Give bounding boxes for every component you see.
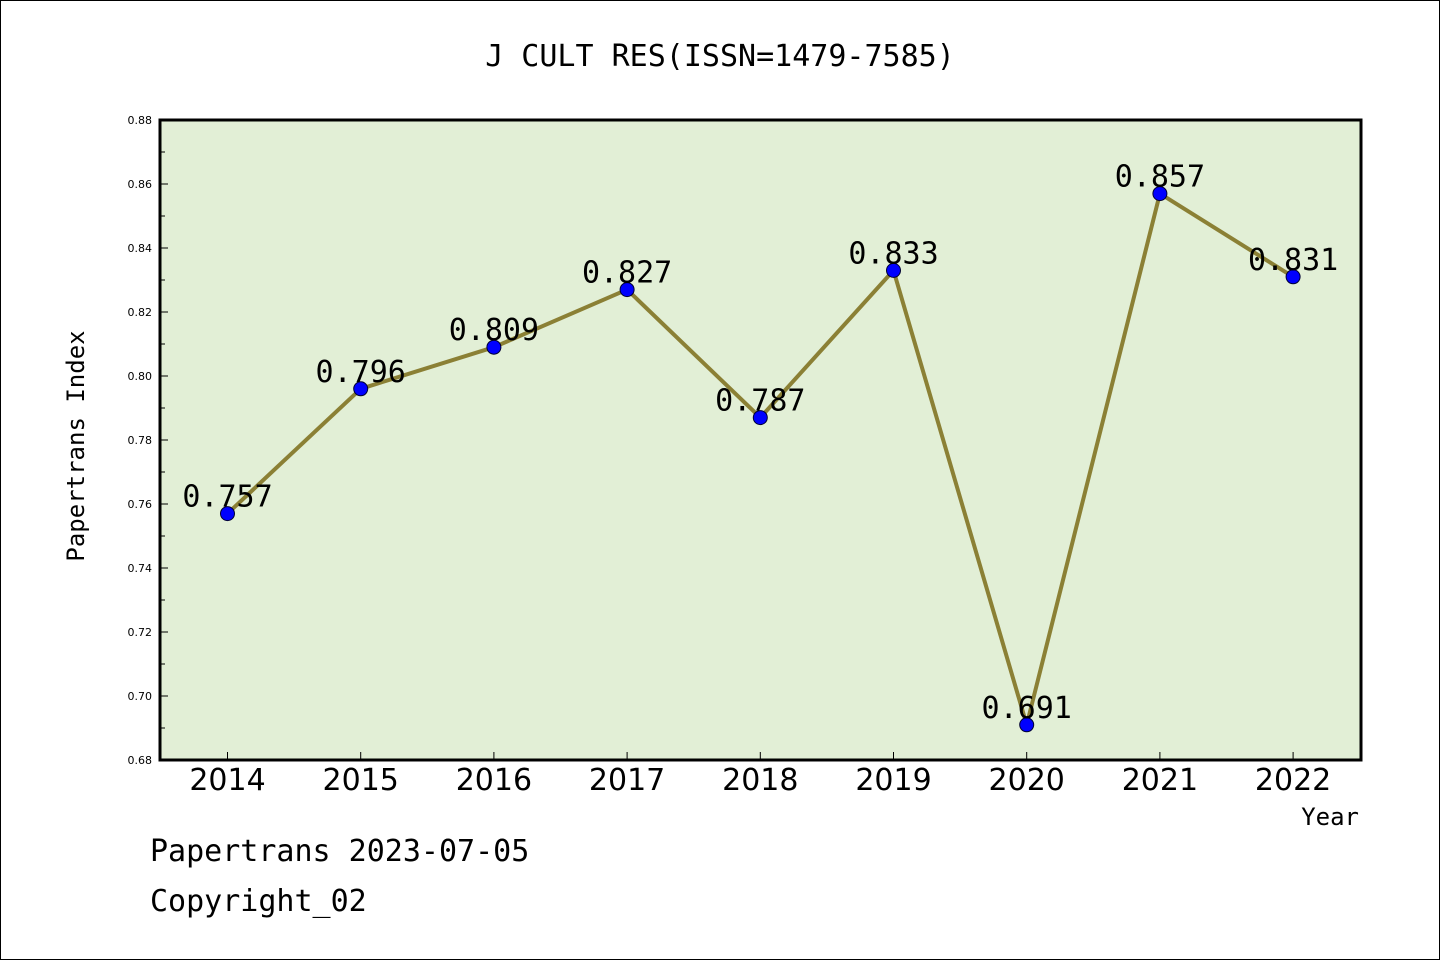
y-tick-label: 0.76 [128, 498, 153, 511]
y-tick-label: 0.68 [128, 754, 153, 767]
plot-border [158, 118, 1363, 762]
data-point [1019, 717, 1035, 733]
y-tick-label: 0.84 [128, 242, 153, 255]
data-point [619, 282, 635, 298]
x-tick-label: 2016 [456, 763, 532, 798]
y-tick-label: 0.72 [128, 626, 153, 639]
data-point [1152, 186, 1168, 202]
y-tick-label: 0.74 [128, 562, 153, 575]
y-tick-label: 0.82 [128, 306, 153, 319]
data-point [220, 506, 235, 522]
data-label: 0.857 [1115, 160, 1205, 195]
data-label: 0.831 [1248, 243, 1338, 278]
x-axis-label: Year [1301, 803, 1359, 831]
y-axis-label: Papertrans Index [62, 330, 90, 561]
data-label: 0.809 [449, 313, 539, 348]
y-tick-label: 0.78 [128, 434, 153, 447]
data-label: 0.757 [182, 480, 272, 515]
data-label: 0.787 [715, 384, 805, 419]
y-tick-label: 0.86 [128, 178, 153, 191]
y-tick-label: 0.80 [128, 370, 153, 383]
data-label: 0.833 [848, 236, 938, 271]
footer-copyright: Copyright_02 [150, 884, 367, 919]
data-label: 0.827 [582, 256, 672, 291]
x-tick-label: 2022 [1255, 763, 1331, 798]
x-tick-label: 2014 [189, 763, 265, 798]
data-point [486, 339, 502, 355]
y-tick-label: 0.88 [128, 114, 153, 127]
x-tick-label: 2015 [323, 763, 399, 798]
data-point [752, 410, 768, 426]
data-label: 0.796 [316, 355, 406, 390]
chart-title: J CULT RES(ISSN=1479-7585) [485, 39, 955, 74]
y-tick-label: 0.70 [128, 690, 153, 703]
data-point [886, 262, 901, 278]
x-tick-label: 2017 [589, 763, 665, 798]
x-tick-label: 2019 [855, 763, 931, 798]
x-tick-label: 2020 [989, 763, 1065, 798]
plot-area [160, 120, 1361, 760]
x-tick-label: 2018 [722, 763, 798, 798]
data-point [1285, 269, 1301, 285]
data-point [353, 381, 369, 397]
footer-publisher-date: Papertrans 2023-07-05 [150, 834, 530, 869]
x-tick-label: 2021 [1122, 763, 1198, 798]
data-label: 0.691 [982, 691, 1072, 726]
